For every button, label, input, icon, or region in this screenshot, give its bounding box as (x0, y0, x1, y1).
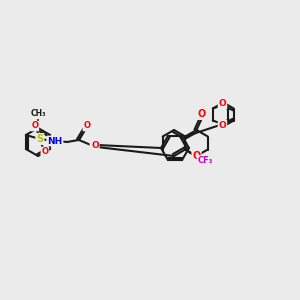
Text: O: O (32, 122, 38, 130)
Text: S: S (36, 134, 43, 144)
Text: CH₃: CH₃ (30, 110, 46, 118)
Text: O: O (41, 148, 48, 157)
Text: O: O (83, 122, 90, 130)
Text: NH: NH (47, 136, 62, 146)
Text: O: O (197, 109, 206, 119)
Text: CF₃: CF₃ (198, 156, 213, 165)
Text: O: O (219, 121, 226, 130)
Text: O: O (90, 143, 98, 152)
Text: O: O (91, 142, 99, 151)
Text: O: O (219, 99, 226, 108)
Text: O: O (192, 151, 201, 161)
